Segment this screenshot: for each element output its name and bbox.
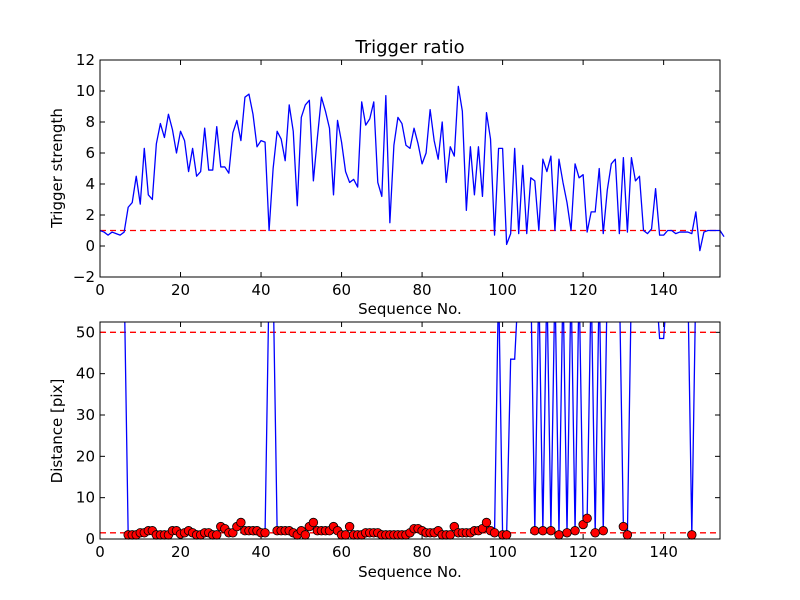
data-point — [562, 528, 572, 538]
x-tick-label: 60 — [332, 543, 351, 561]
y-tick-label: 8 — [85, 113, 95, 131]
trigger-ratio-chart: Trigger ratio Sequence No. Trigger stren… — [48, 37, 725, 318]
data-point — [538, 526, 548, 536]
plot-frame — [99, 321, 721, 540]
x-tick-label: 120 — [569, 281, 598, 299]
data-point — [582, 513, 592, 524]
y-tick-label: 0 — [85, 530, 95, 548]
distance-chart: Sequence No. Distance [pix] 0 20 40 60 80 100… — [48, 321, 721, 581]
y-tick-label: 2 — [85, 206, 95, 224]
x-tick-label: 20 — [171, 543, 190, 561]
trigger-strength-line — [99, 85, 725, 252]
data-point — [300, 530, 311, 540]
y-tick-label: 10 — [76, 489, 95, 507]
y-tick-label: 0 — [85, 237, 95, 255]
x-tick-label: 140 — [649, 543, 678, 561]
x-axis-label: Sequence No. — [358, 563, 462, 581]
y-axis-label: Trigger strength — [48, 108, 66, 229]
y-tick-label: 12 — [76, 51, 95, 69]
data-point — [598, 526, 608, 536]
y-tick-label: 30 — [76, 406, 95, 424]
plot-frame — [99, 59, 721, 278]
x-tick-label: 120 — [569, 543, 598, 561]
data-point — [481, 517, 492, 528]
data-point — [618, 521, 629, 532]
data-point — [570, 526, 580, 536]
series-group — [99, 85, 725, 252]
data-point — [501, 530, 512, 540]
y-tick-label: 40 — [76, 365, 95, 383]
y-tick-label: 10 — [76, 82, 95, 100]
x-tick-label: 20 — [171, 281, 190, 299]
y-axis-label: Distance [pix] — [48, 379, 66, 484]
tick-group: 0 20 40 60 80 100 120 140 0 10 20 30 40 50 — [76, 322, 720, 561]
data-point — [590, 528, 600, 538]
x-tick-label: 80 — [413, 543, 432, 561]
y-tick-label: −2 — [73, 268, 95, 286]
chart-title: Trigger ratio — [354, 37, 464, 58]
x-tick-label: 40 — [251, 543, 270, 561]
data-point — [445, 530, 455, 540]
data-point — [308, 517, 319, 528]
data-point — [622, 530, 633, 540]
data-point — [530, 526, 540, 536]
x-tick-label: 140 — [649, 281, 678, 299]
x-tick-label: 60 — [332, 281, 351, 299]
data-point — [212, 530, 222, 540]
x-tick-label: 100 — [488, 543, 517, 561]
data-point — [260, 528, 270, 538]
data-point — [546, 526, 556, 536]
y-tick-label: 20 — [76, 447, 95, 465]
marker-group — [123, 513, 697, 540]
y-tick-label: 6 — [85, 144, 95, 162]
data-point — [489, 528, 500, 538]
x-tick-label: 0 — [95, 543, 105, 561]
data-point — [340, 530, 351, 540]
data-point — [554, 530, 564, 540]
y-tick-label: 4 — [85, 175, 95, 193]
data-point — [344, 521, 355, 532]
x-axis-label: Sequence No. — [358, 300, 462, 318]
data-point — [687, 530, 697, 540]
x-tick-label: 80 — [413, 281, 432, 299]
x-tick-label: 100 — [488, 281, 517, 299]
x-tick-label: 0 — [95, 281, 105, 299]
data-point — [236, 517, 246, 528]
x-tick-label: 40 — [251, 281, 270, 299]
y-tick-label: 50 — [76, 323, 95, 341]
